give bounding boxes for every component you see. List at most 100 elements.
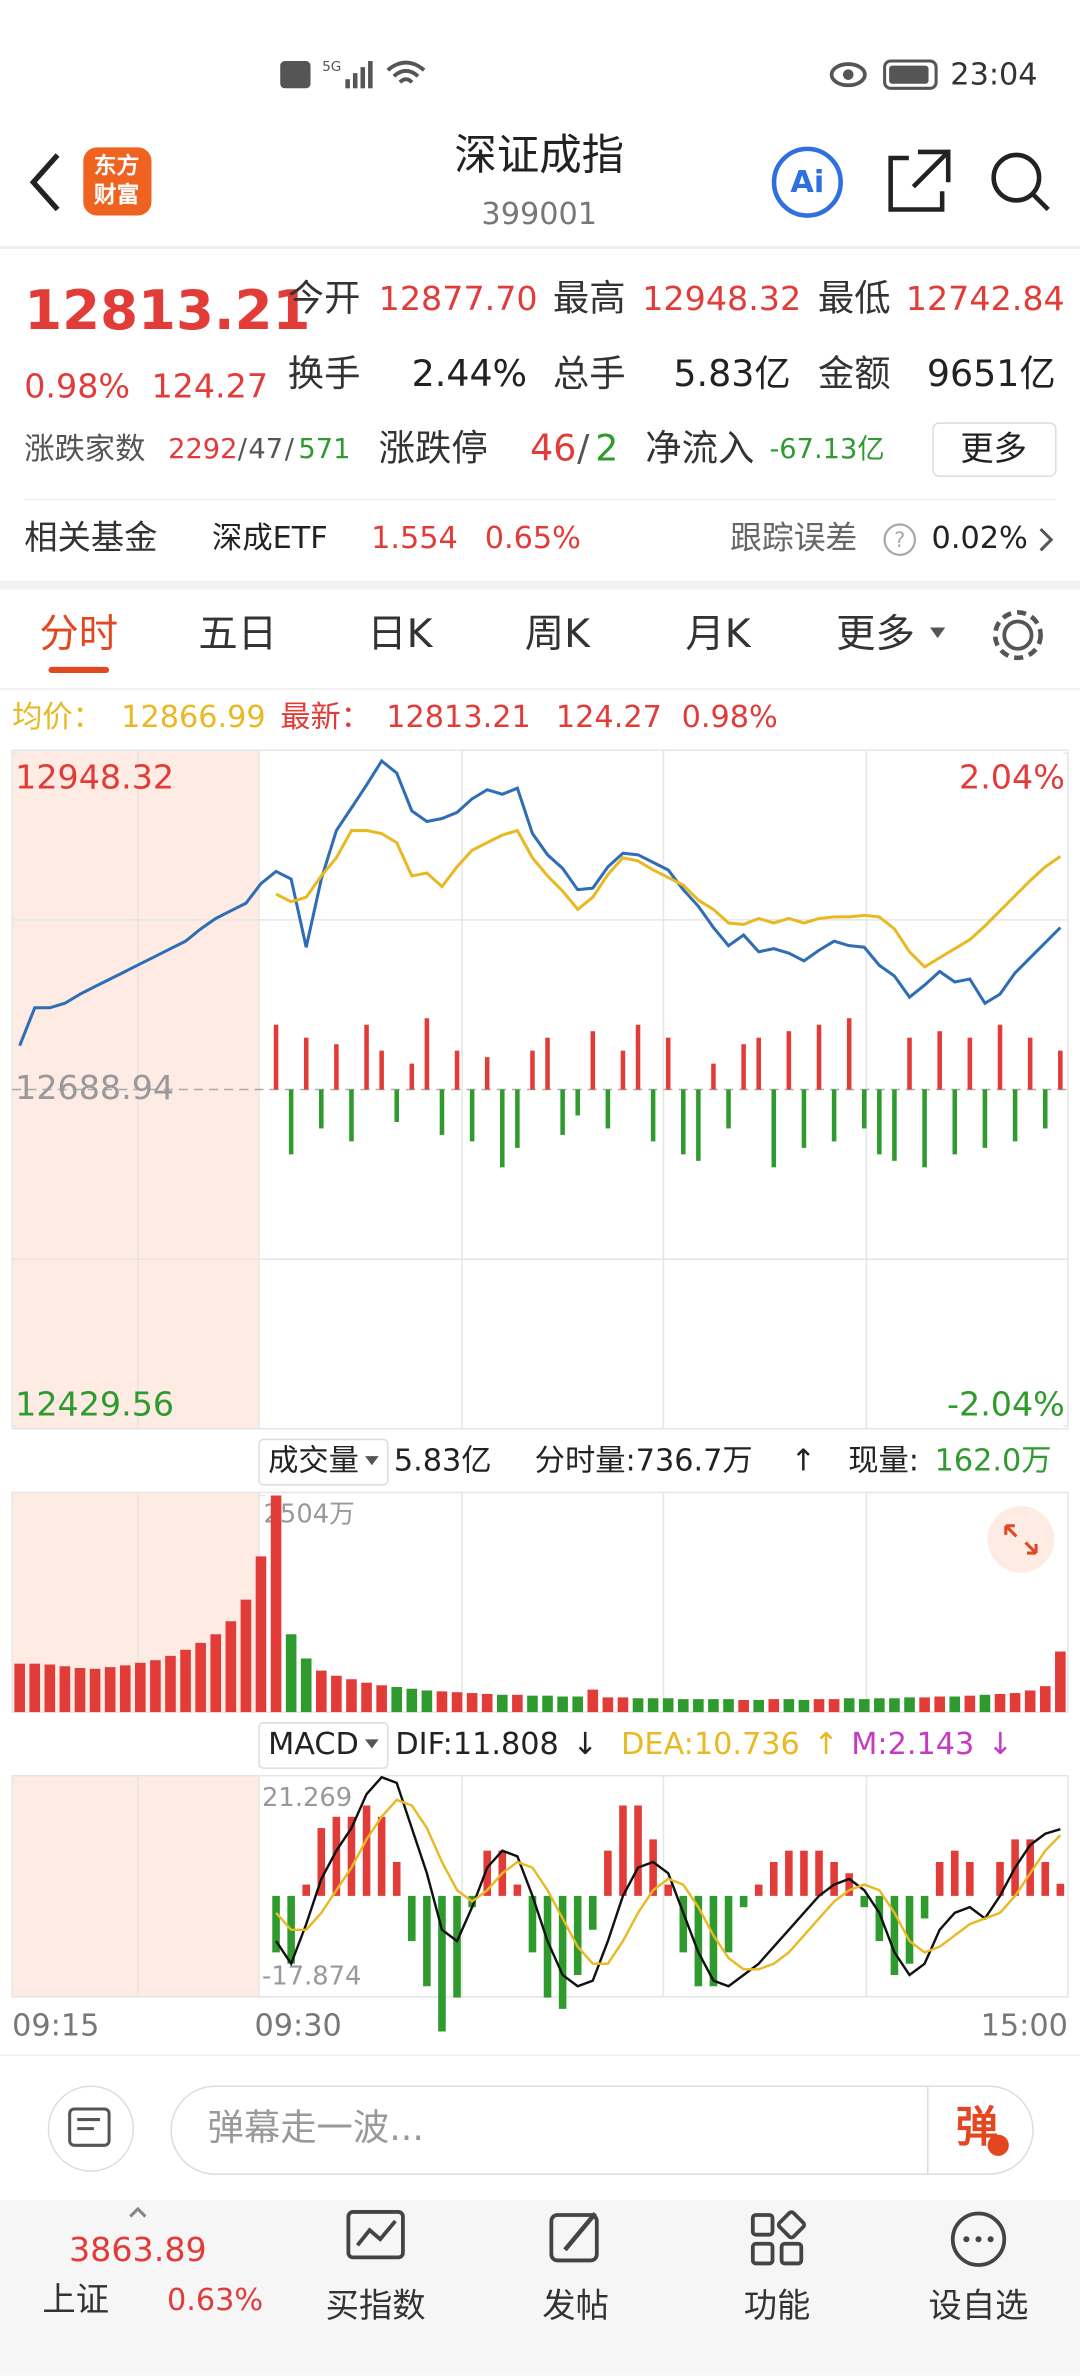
expand-button[interactable] [987, 1506, 1055, 1573]
volume-bar [738, 1699, 749, 1713]
stat-label: 今开 [288, 276, 361, 319]
fund-row[interactable]: 相关基金 深成ETF 1.554 0.65% 跟踪误差 ? 0.02% [0, 518, 1080, 590]
volume-bar [979, 1694, 991, 1713]
macd-bar [890, 1895, 899, 1975]
index-value[interactable]: 3863.89 [69, 2230, 207, 2269]
macd-bar [408, 1895, 416, 1942]
flow-bar [831, 1089, 837, 1142]
volume-bar [270, 1495, 282, 1713]
flow-bar [846, 1018, 852, 1090]
inflow-label: 净流入 [645, 426, 754, 469]
y2-tick-label: 2.04% [959, 758, 1065, 797]
stat-label: 换手 [288, 352, 361, 395]
volume-bar [602, 1697, 614, 1713]
status-bar: 5G 23:04 [280, 58, 1038, 93]
share-button[interactable] [888, 149, 951, 212]
flow-bar [696, 1089, 701, 1161]
macd-bar [649, 1839, 657, 1896]
indicator-select[interactable] [258, 1721, 389, 1769]
macd-bar [769, 1861, 778, 1896]
tracking-value: 0.02% [932, 521, 1028, 556]
back-button[interactable] [29, 153, 60, 212]
flow-bar [273, 1024, 279, 1090]
volume-bar [74, 1667, 86, 1713]
latest-pct: 0.98% [682, 700, 778, 735]
flow-bar [635, 1024, 641, 1090]
tab[interactable]: 周K [525, 611, 591, 657]
volume-bar [798, 1699, 810, 1713]
help-icon[interactable]: ? [894, 527, 905, 552]
volume-bar [889, 1698, 900, 1713]
latest-label: 最新： [280, 700, 371, 735]
nav-item[interactable]: 功能 [744, 2286, 811, 2325]
flow-bar [816, 1024, 822, 1090]
eye-icon [829, 62, 867, 88]
tab[interactable]: 日K [367, 611, 433, 657]
flow-bar [484, 1057, 490, 1090]
volume-bar [693, 1699, 704, 1713]
tab[interactable]: 分时 [39, 611, 118, 657]
tab[interactable]: 更多 [836, 611, 915, 657]
index-change[interactable]: 0.63% [167, 2283, 263, 2318]
search-button[interactable] [991, 152, 1042, 203]
nav-item[interactable]: 设自选 [929, 2286, 1029, 2325]
stat-value: 12877.70 [379, 279, 538, 318]
volume-chart: 2504万 [14, 1494, 1066, 1713]
macd-bar [905, 1895, 914, 1964]
separator: / [285, 434, 295, 465]
volume-bar [662, 1698, 674, 1713]
flow-bar [1042, 1089, 1048, 1129]
title: 深证成指 [454, 131, 624, 180]
separator: / [577, 426, 590, 469]
macd-bar [513, 1884, 522, 1896]
settings-button[interactable] [1002, 619, 1034, 651]
flow-bar [952, 1089, 958, 1155]
volume-bar [677, 1699, 689, 1713]
comment-bar: 弹幕走一波... 弹 [47, 2085, 1034, 2175]
comment-placeholder: 弹幕走一波... [208, 2106, 424, 2149]
volume-bar [300, 1658, 312, 1713]
nav-item[interactable]: 发帖 [542, 2286, 609, 2325]
time-label: 15:00 [981, 2009, 1068, 2044]
flow-bar [877, 1089, 882, 1155]
dea: DEA:10.736 [621, 1727, 800, 1762]
y-tick-label: 12688.94 [15, 1068, 174, 1107]
tab[interactable]: 五日 [198, 611, 277, 657]
network: 5G [322, 59, 341, 75]
volume-bar [828, 1699, 840, 1713]
macd-bar [830, 1861, 838, 1896]
volume-bar [14, 1663, 25, 1713]
flow-bar [937, 1031, 942, 1090]
flow-bar [861, 1089, 867, 1129]
avg-value: 12866.99 [121, 700, 266, 735]
volume-bar [255, 1556, 267, 1713]
ai-button[interactable] [771, 146, 843, 218]
macd-bar [528, 1895, 537, 1953]
latest-change: 124.27 [556, 700, 662, 735]
dea-arrow: ↑ [813, 1727, 838, 1762]
logo[interactable] [83, 147, 152, 216]
more-button[interactable] [932, 422, 1057, 477]
indicator-select[interactable] [258, 1438, 389, 1486]
flow-bar [515, 1089, 520, 1148]
nav-item[interactable]: 买指数 [326, 2286, 426, 2325]
battery-icon [883, 59, 938, 90]
indicator-name: 成交量 [268, 1444, 359, 1479]
flow-bar [711, 1063, 716, 1090]
macd-bar [875, 1895, 884, 1942]
macd-bar [423, 1895, 431, 1987]
index-name[interactable]: 上证 [42, 2280, 109, 2319]
volume-bar [904, 1697, 915, 1713]
flow-bar [726, 1089, 731, 1129]
stat-value: 2.44% [412, 352, 527, 395]
comment-input[interactable] [170, 2085, 1034, 2175]
tab[interactable]: 月K [685, 611, 751, 657]
flow-bar [394, 1089, 399, 1122]
flow-bar [545, 1037, 550, 1090]
macd-bar [392, 1861, 401, 1896]
macd-bar [438, 1895, 446, 2032]
y-tick-label: -17.874 [262, 1962, 361, 1992]
logo-text: 东方 [94, 153, 139, 180]
macd-bar [332, 1816, 341, 1896]
flow-bar [741, 1044, 746, 1090]
